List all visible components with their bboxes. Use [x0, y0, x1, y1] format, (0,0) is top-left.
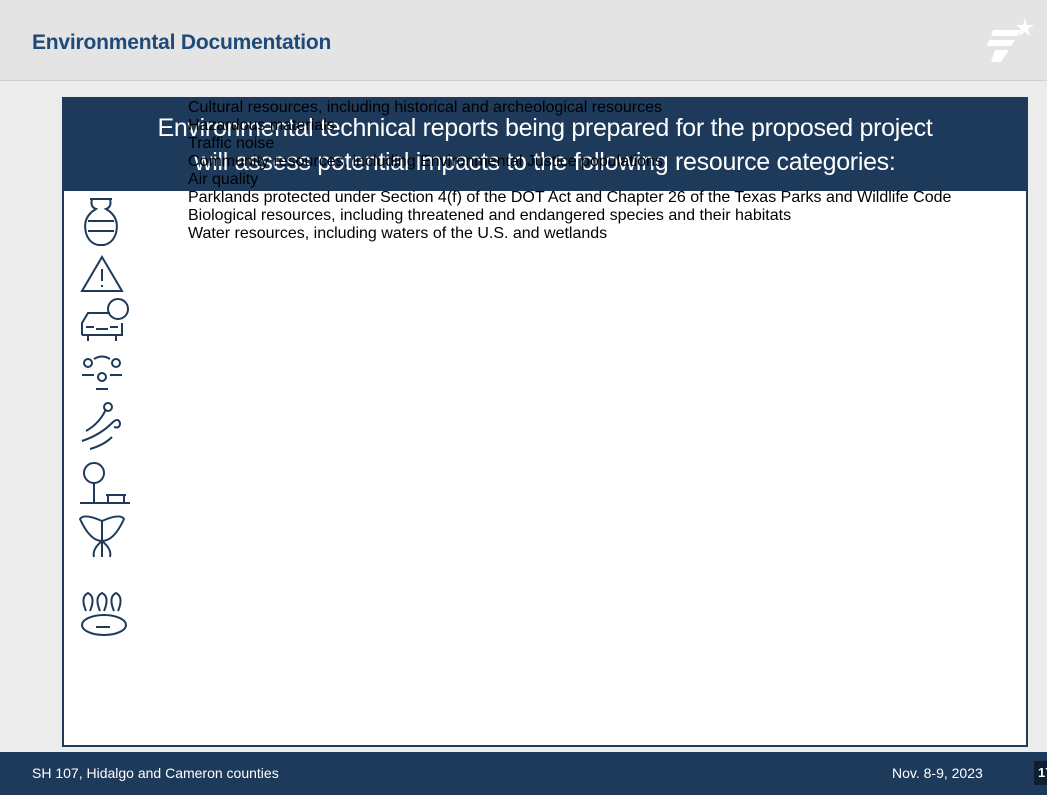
slide-title: Environmental Documentation — [32, 31, 332, 54]
car-icon — [81, 298, 129, 341]
heading-line: will assess potential impacts to the fol… — [194, 148, 896, 176]
resource-item: Water resources, including waters of the… — [188, 225, 608, 242]
item-list: Cultural resources, including historical… — [188, 99, 988, 243]
community-icon — [82, 355, 122, 390]
air-icon — [81, 402, 122, 450]
resource-item: Cultural resources, including historical… — [188, 99, 663, 116]
resource-item: Biological resources, including threaten… — [188, 207, 792, 224]
vase-icon — [84, 198, 118, 246]
water-icon — [81, 591, 127, 636]
content-box: Environmental technical reports being pr… — [62, 97, 1028, 747]
butterfly-icon — [78, 515, 126, 558]
footer-date: Nov. 8-9, 2023 — [892, 765, 983, 781]
footer-project: SH 107, Hidalgo and Cameron counties — [32, 765, 279, 781]
logo — [987, 18, 1034, 62]
footer-band: SH 107, Hidalgo and Cameron counties Nov… — [0, 752, 1047, 795]
resource-item: Community resources, including Environme… — [188, 153, 663, 170]
box-heading: Environmental technical reports being pr… — [64, 99, 1026, 191]
resource-item: Traffic noise — [188, 135, 275, 152]
header-band: Environmental Documentation — [0, 0, 1047, 81]
heading-line: Environmental technical reports being pr… — [157, 114, 933, 142]
park-icon — [80, 462, 130, 504]
warning-icon — [80, 255, 124, 292]
icon-column — [78, 198, 130, 636]
resource-item: Parklands protected under Section 4(f) o… — [188, 189, 952, 206]
resource-item: Hazardous materials — [188, 117, 335, 134]
page-number: 17 — [1034, 761, 1047, 785]
resource-item: Air quality — [188, 171, 259, 188]
